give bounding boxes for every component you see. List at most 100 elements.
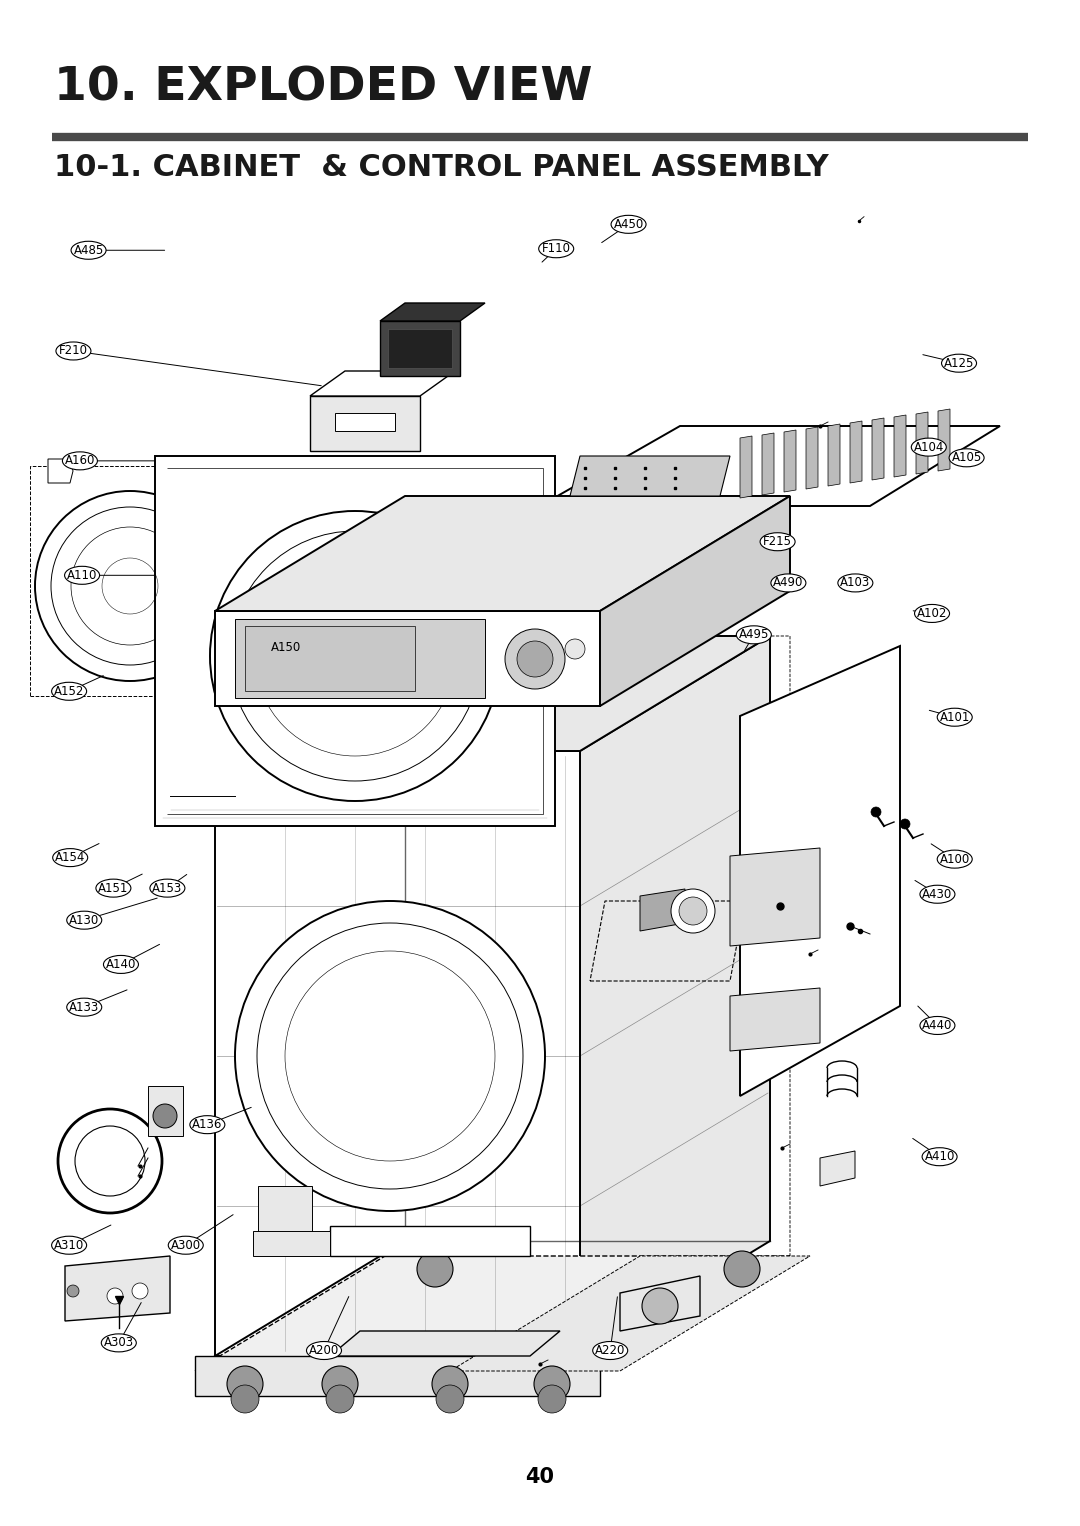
Ellipse shape bbox=[920, 1016, 955, 1035]
Ellipse shape bbox=[937, 850, 972, 868]
Text: A430: A430 bbox=[922, 888, 953, 900]
Polygon shape bbox=[570, 456, 730, 496]
Ellipse shape bbox=[67, 998, 102, 1016]
Polygon shape bbox=[330, 1225, 530, 1256]
Polygon shape bbox=[640, 890, 685, 931]
Text: A150: A150 bbox=[271, 641, 301, 653]
Ellipse shape bbox=[539, 240, 573, 258]
Ellipse shape bbox=[838, 574, 873, 592]
Polygon shape bbox=[215, 610, 600, 707]
Circle shape bbox=[724, 1251, 760, 1286]
Polygon shape bbox=[30, 465, 240, 696]
Ellipse shape bbox=[56, 342, 91, 360]
Text: A153: A153 bbox=[152, 882, 183, 894]
Ellipse shape bbox=[102, 1334, 136, 1352]
Circle shape bbox=[67, 1285, 79, 1297]
Text: A101: A101 bbox=[940, 711, 970, 723]
Circle shape bbox=[417, 1251, 453, 1286]
Polygon shape bbox=[939, 409, 950, 472]
Text: A104: A104 bbox=[914, 441, 944, 453]
Polygon shape bbox=[894, 415, 906, 478]
Polygon shape bbox=[580, 636, 770, 1357]
Text: A485: A485 bbox=[73, 244, 104, 256]
Circle shape bbox=[671, 890, 715, 932]
Circle shape bbox=[322, 1366, 357, 1402]
Text: A102: A102 bbox=[917, 607, 947, 620]
Ellipse shape bbox=[190, 1116, 225, 1134]
Circle shape bbox=[153, 1103, 177, 1128]
Polygon shape bbox=[620, 1276, 700, 1331]
Text: A130: A130 bbox=[69, 914, 99, 926]
Text: A450: A450 bbox=[613, 218, 644, 230]
Text: 10-1. CABINET  & CONTROL PANEL ASSEMBLY: 10-1. CABINET & CONTROL PANEL ASSEMBLY bbox=[54, 153, 828, 182]
Text: A410: A410 bbox=[924, 1151, 955, 1163]
Polygon shape bbox=[850, 421, 862, 484]
Ellipse shape bbox=[53, 848, 87, 867]
Circle shape bbox=[432, 1366, 468, 1402]
Polygon shape bbox=[330, 1331, 561, 1357]
Polygon shape bbox=[730, 987, 820, 1051]
Polygon shape bbox=[916, 412, 928, 475]
Text: A303: A303 bbox=[104, 1337, 134, 1349]
Text: A220: A220 bbox=[595, 1344, 625, 1357]
Circle shape bbox=[231, 1386, 259, 1413]
Circle shape bbox=[642, 1288, 678, 1325]
Text: A103: A103 bbox=[840, 577, 870, 589]
Polygon shape bbox=[48, 459, 73, 484]
Text: F215: F215 bbox=[764, 536, 792, 548]
Polygon shape bbox=[156, 456, 555, 826]
Ellipse shape bbox=[949, 449, 984, 467]
Text: A310: A310 bbox=[54, 1239, 84, 1251]
Text: A495: A495 bbox=[739, 629, 769, 641]
Polygon shape bbox=[380, 304, 485, 320]
Text: A110: A110 bbox=[67, 569, 97, 581]
Text: A151: A151 bbox=[98, 882, 129, 894]
Polygon shape bbox=[784, 430, 796, 491]
Ellipse shape bbox=[63, 452, 97, 470]
Text: 40: 40 bbox=[526, 1466, 554, 1488]
Polygon shape bbox=[310, 371, 455, 397]
Polygon shape bbox=[335, 414, 395, 430]
Ellipse shape bbox=[104, 955, 138, 974]
Circle shape bbox=[235, 900, 545, 1212]
Ellipse shape bbox=[915, 604, 949, 623]
Polygon shape bbox=[600, 496, 789, 707]
Circle shape bbox=[505, 629, 565, 690]
Polygon shape bbox=[540, 426, 1000, 507]
Circle shape bbox=[517, 641, 553, 678]
Text: A200: A200 bbox=[309, 1344, 339, 1357]
Ellipse shape bbox=[593, 1341, 627, 1360]
Circle shape bbox=[35, 491, 225, 681]
Circle shape bbox=[210, 511, 500, 801]
Polygon shape bbox=[450, 1256, 810, 1370]
Polygon shape bbox=[310, 397, 420, 452]
Polygon shape bbox=[235, 620, 485, 697]
Ellipse shape bbox=[922, 1148, 957, 1166]
Ellipse shape bbox=[771, 574, 806, 592]
Text: A105: A105 bbox=[951, 452, 982, 464]
Text: 10. EXPLODED VIEW: 10. EXPLODED VIEW bbox=[54, 66, 593, 110]
Circle shape bbox=[227, 1366, 264, 1402]
Ellipse shape bbox=[937, 708, 972, 726]
Ellipse shape bbox=[307, 1341, 341, 1360]
Polygon shape bbox=[215, 636, 770, 751]
Text: A133: A133 bbox=[69, 1001, 99, 1013]
Ellipse shape bbox=[150, 879, 185, 897]
Circle shape bbox=[534, 1366, 570, 1402]
Polygon shape bbox=[253, 1231, 330, 1256]
Polygon shape bbox=[65, 1256, 170, 1322]
Ellipse shape bbox=[942, 354, 976, 372]
Text: A125: A125 bbox=[944, 357, 974, 369]
Polygon shape bbox=[806, 427, 818, 488]
Ellipse shape bbox=[912, 438, 946, 456]
Polygon shape bbox=[215, 496, 789, 610]
Polygon shape bbox=[380, 320, 460, 375]
Polygon shape bbox=[195, 1357, 600, 1396]
Circle shape bbox=[436, 1386, 464, 1413]
Ellipse shape bbox=[760, 533, 795, 551]
Ellipse shape bbox=[920, 885, 955, 903]
Circle shape bbox=[900, 819, 910, 829]
Polygon shape bbox=[872, 418, 885, 481]
Circle shape bbox=[538, 1386, 566, 1413]
Text: F110: F110 bbox=[542, 243, 570, 255]
